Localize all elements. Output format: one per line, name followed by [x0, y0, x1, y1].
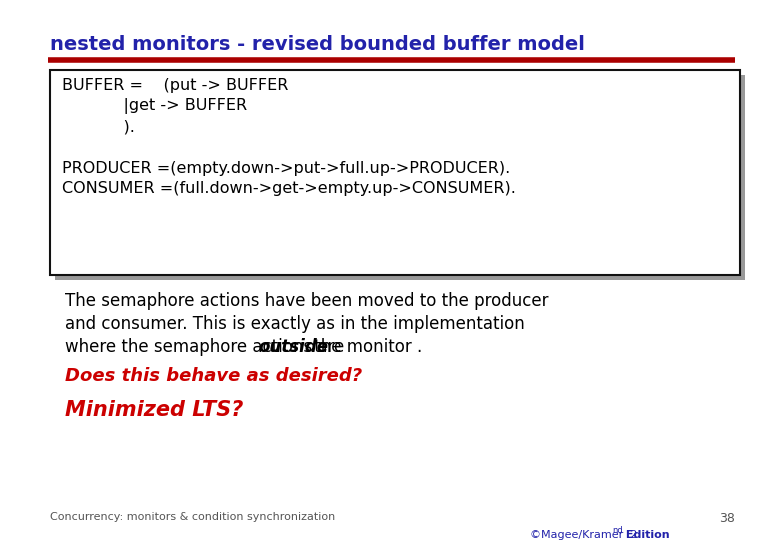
FancyBboxPatch shape — [50, 70, 740, 275]
Text: BUFFER =    (put -> BUFFER
            |get -> BUFFER
            ).

PRODUCER =: BUFFER = (put -> BUFFER |get -> BUFFER )… — [62, 78, 516, 196]
Text: and consumer. This is exactly as in the implementation: and consumer. This is exactly as in the … — [65, 315, 525, 333]
Text: where the semaphore actions are: where the semaphore actions are — [65, 338, 349, 356]
Text: ©Magee/Kramer  2: ©Magee/Kramer 2 — [530, 530, 637, 540]
Text: The semaphore actions have been moved to the producer: The semaphore actions have been moved to… — [65, 292, 548, 310]
Text: Concurrency: monitors & condition synchronization: Concurrency: monitors & condition synchr… — [50, 512, 335, 522]
Text: the monitor .: the monitor . — [309, 338, 422, 356]
Text: outside: outside — [259, 338, 328, 356]
Text: Does this behave as desired?: Does this behave as desired? — [65, 367, 362, 385]
Text: Edition: Edition — [622, 530, 669, 540]
Text: nested monitors - revised bounded buffer model: nested monitors - revised bounded buffer… — [50, 35, 585, 54]
Text: 38: 38 — [719, 512, 735, 525]
FancyBboxPatch shape — [55, 75, 745, 280]
Text: nd: nd — [612, 526, 622, 535]
Text: Minimized LTS?: Minimized LTS? — [65, 400, 243, 420]
